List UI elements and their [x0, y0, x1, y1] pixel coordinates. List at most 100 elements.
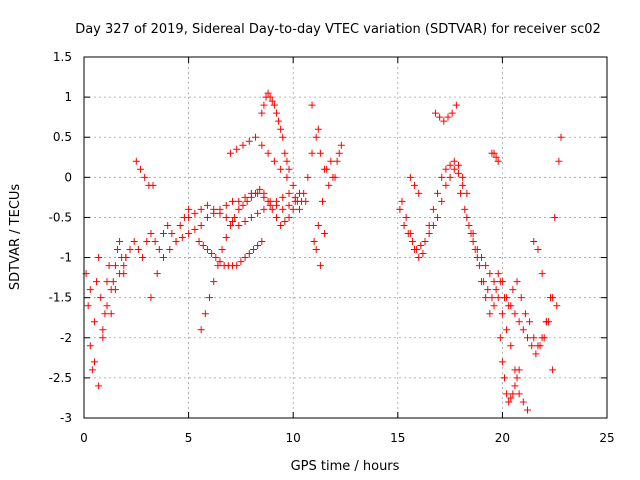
data-point: [122, 254, 130, 262]
data-point: [463, 189, 471, 197]
data-point: [126, 246, 134, 254]
data-point: [103, 302, 111, 310]
x-tick-label: 15: [390, 431, 405, 445]
data-point: [293, 197, 301, 205]
data-point: [398, 197, 406, 205]
data-point: [490, 302, 498, 310]
data-point: [99, 326, 107, 334]
data-point: [557, 133, 565, 141]
data-point: [270, 157, 278, 165]
data-point: [285, 201, 293, 209]
data-point: [438, 173, 446, 181]
data-point: [222, 213, 230, 221]
data-point: [484, 286, 492, 294]
data-point: [93, 278, 101, 286]
data-point: [283, 173, 291, 181]
data-point: [490, 149, 498, 157]
plot-frame: [83, 56, 608, 419]
data-point: [515, 318, 523, 326]
data-point: [247, 193, 255, 201]
data-point: [229, 197, 237, 205]
data-point: [417, 242, 425, 250]
data-point: [266, 93, 274, 101]
data-point: [237, 258, 245, 266]
data-point: [553, 302, 561, 310]
data-point: [149, 181, 157, 189]
data-points: [82, 89, 565, 414]
data-point: [434, 213, 442, 221]
data-point: [494, 270, 502, 278]
x-tick-label: 25: [599, 431, 614, 445]
data-point: [295, 205, 303, 213]
y-tick-label: -1: [60, 251, 72, 265]
data-point: [492, 286, 500, 294]
data-point: [517, 294, 525, 302]
data-point: [120, 262, 128, 270]
axis-ticks: 0 5 10 15 20 25 1.5 1 0.5 0 -0.5 -1 -1.5 -2 -2.5 -3: [49, 50, 615, 445]
data-point: [279, 133, 287, 141]
data-point: [243, 197, 251, 205]
data-point: [327, 157, 335, 165]
data-point: [438, 197, 446, 205]
data-point: [264, 197, 272, 205]
data-point: [406, 173, 414, 181]
data-point: [239, 141, 247, 149]
data-point: [260, 205, 268, 213]
data-point: [450, 165, 458, 173]
data-point: [212, 254, 220, 262]
data-point: [216, 209, 224, 217]
data-point: [164, 221, 172, 229]
data-point: [264, 89, 272, 97]
data-point: [260, 101, 268, 109]
data-point: [88, 366, 96, 374]
data-point: [465, 221, 473, 229]
data-point: [482, 262, 490, 270]
data-point: [534, 246, 542, 254]
data-point: [107, 310, 115, 318]
data-point: [304, 173, 312, 181]
data-point: [235, 205, 243, 213]
data-point: [285, 189, 293, 197]
data-point: [147, 229, 155, 237]
data-point: [308, 149, 316, 157]
data-point: [233, 145, 241, 153]
data-point: [459, 173, 467, 181]
data-point: [272, 109, 280, 117]
data-point: [277, 125, 285, 133]
data-point: [201, 310, 209, 318]
data-point: [197, 221, 205, 229]
data-point: [197, 205, 205, 213]
data-point: [452, 101, 460, 109]
data-point: [199, 242, 207, 250]
data-point: [335, 149, 343, 157]
data-point: [515, 390, 523, 398]
data-point: [425, 221, 433, 229]
data-point: [431, 109, 439, 117]
data-point: [530, 334, 538, 342]
data-point: [268, 205, 276, 213]
data-point: [141, 173, 149, 181]
data-point: [203, 246, 211, 254]
data-point: [316, 149, 324, 157]
data-point: [498, 310, 506, 318]
data-point: [500, 374, 508, 382]
x-tick-label: 5: [185, 431, 193, 445]
data-point: [266, 201, 274, 209]
data-point: [300, 189, 308, 197]
data-point: [442, 165, 450, 173]
data-point: [277, 221, 285, 229]
data-point: [486, 270, 494, 278]
data-point: [249, 246, 257, 254]
data-point: [446, 161, 454, 169]
data-point: [90, 318, 98, 326]
data-point: [270, 101, 278, 109]
data-point: [310, 238, 318, 246]
data-point: [540, 334, 548, 342]
data-point: [498, 278, 506, 286]
data-point: [95, 254, 103, 262]
data-point: [463, 213, 471, 221]
data-point: [203, 213, 211, 221]
data-point: [289, 205, 297, 213]
data-point: [229, 217, 237, 225]
data-point: [279, 193, 287, 201]
